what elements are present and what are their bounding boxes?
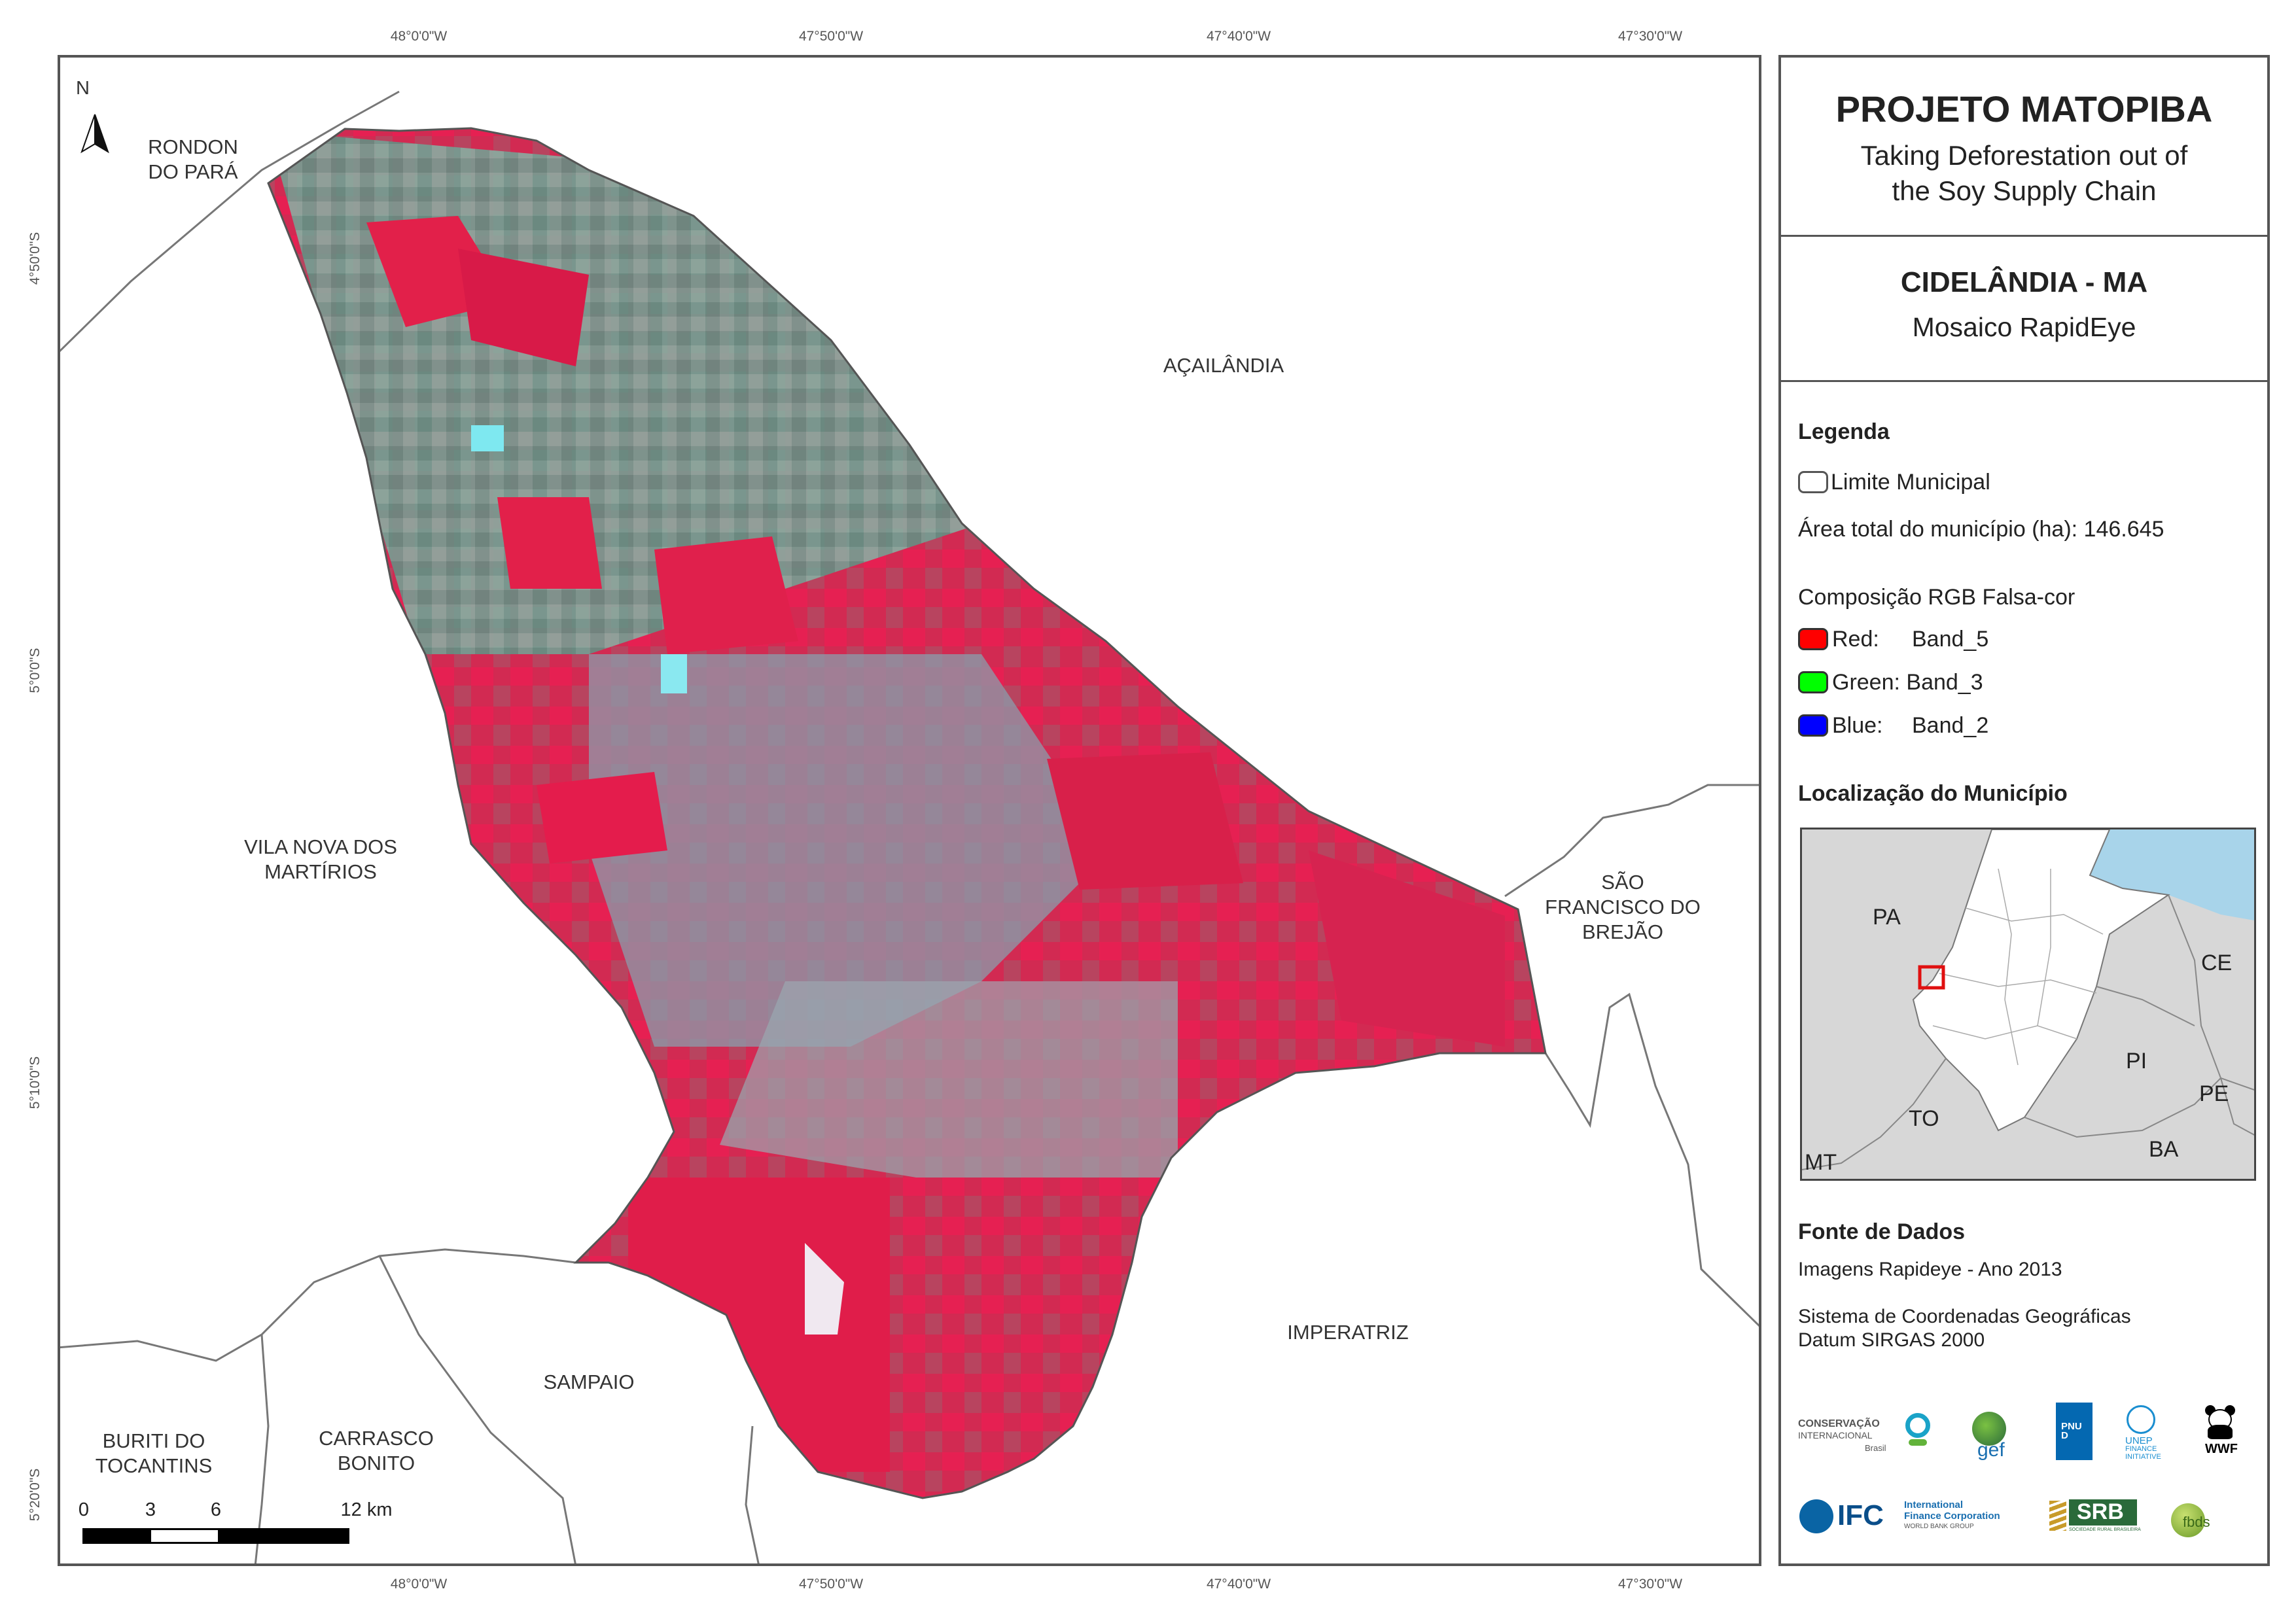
subtitle-line-1: Taking Deforestation out of xyxy=(1860,140,2188,171)
fbds-globe-icon xyxy=(2171,1503,2205,1537)
sources-heading: Fonte de Dados xyxy=(1798,1219,1966,1244)
scale-label-6: 6 xyxy=(210,1499,222,1520)
srb-wheat-icon xyxy=(2049,1501,2066,1531)
location-inset-map: PA CE PI PE TO BA MT xyxy=(1800,828,2256,1181)
pnud-block-icon xyxy=(2056,1403,2093,1460)
state-mt: MT xyxy=(1805,1150,1837,1175)
state-pa: PA xyxy=(1873,905,1901,930)
left-tick-4: 5°20'0"S xyxy=(27,1468,43,1522)
place-sao-francisco-do-brejao: SÃO FRANCISCO DO BREJÃO xyxy=(1545,871,1701,943)
place-vila-nova-dos-martirios: VILA NOVA DOS MARTÍRIOS xyxy=(244,835,397,883)
area-label: Área total do município (ha): 146.645 xyxy=(1798,517,2164,542)
source-system: Sistema de Coordenadas Geográficas xyxy=(1798,1306,2131,1327)
bottom-tick-1: 48°0'0"W xyxy=(390,1577,448,1592)
place-carrasco-bonito: CARRASCO BONITO xyxy=(319,1427,434,1475)
unep-line-3: INITIATIVE xyxy=(2125,1453,2161,1461)
legend-heading: Legenda xyxy=(1798,419,1890,444)
satellite-mosaic xyxy=(268,128,1545,1498)
limit-label: Limite Municipal xyxy=(1831,470,1990,495)
source-images: Imagens Rapideye - Ano 2013 xyxy=(1798,1259,2062,1280)
title-section: PROJETO MATOPIBA Taking Deforestation ou… xyxy=(1781,58,2267,237)
blue-label: Blue: xyxy=(1832,713,1883,738)
bottom-tick-4: 47°30'0"W xyxy=(1617,1577,1683,1592)
map-canvas xyxy=(60,90,1759,1563)
legend-panel: PROJETO MATOPIBA Taking Deforestation ou… xyxy=(1778,55,2270,1566)
bottom-tick-3: 47°40'0"W xyxy=(1206,1577,1271,1592)
ci-leaf-icon xyxy=(1909,1439,1927,1446)
north-arrow-icon xyxy=(80,114,109,154)
municipal-boundaries xyxy=(60,90,1759,1563)
green-swatch xyxy=(1798,671,1828,693)
ifc-line-3: WORLD BANK GROUP xyxy=(1904,1523,1974,1530)
ifc-line-1: International xyxy=(1904,1499,1964,1510)
red-swatch xyxy=(1798,628,1828,650)
state-ba: BA xyxy=(2149,1137,2179,1162)
red-label: Red: xyxy=(1832,627,1879,652)
place-acailandia: AÇAILÂNDIA xyxy=(1163,354,1284,377)
limit-swatch xyxy=(1798,471,1828,493)
pnud-text: PNUD xyxy=(2061,1421,2082,1441)
left-tick-2: 5°0'0"S xyxy=(27,648,43,693)
srb-block-icon xyxy=(2069,1499,2137,1526)
source-datum: Datum SIRGAS 2000 xyxy=(1798,1329,1985,1351)
srb-text: SRB xyxy=(2077,1499,2124,1524)
blue-band: Band_2 xyxy=(1912,713,1989,738)
gef-globe-icon xyxy=(1972,1412,2006,1446)
unep-line-2: FINANCE xyxy=(2125,1445,2157,1453)
scale-bar-graphic xyxy=(82,1528,349,1544)
ifc-globe-icon xyxy=(1799,1499,1833,1533)
place-imperatriz: IMPERATRIZ xyxy=(1287,1321,1409,1344)
ci-line-1: CONSERVAÇÃO xyxy=(1798,1418,1880,1429)
map-frame xyxy=(58,55,1761,1566)
blue-swatch xyxy=(1798,714,1828,737)
state-pe: PE xyxy=(2199,1081,2229,1106)
wwf-text: WWF xyxy=(2205,1442,2238,1456)
unep-line-1: UNEP xyxy=(2125,1435,2153,1446)
panda-icon xyxy=(2205,1405,2235,1439)
top-tick-2: 47°50'0"W xyxy=(798,29,864,44)
subtitle-line-2: the Soy Supply Chain xyxy=(1892,175,2157,206)
ci-icon xyxy=(1905,1413,1930,1438)
municipality-locator-icon xyxy=(1918,965,1945,990)
place-buriti-do-tocantins: BURITI DO TOCANTINS xyxy=(95,1429,213,1477)
bottom-tick-2: 47°50'0"W xyxy=(798,1577,864,1592)
scale-label-3: 3 xyxy=(145,1499,156,1520)
mosaic-name: Mosaico RapidEye xyxy=(1912,312,2136,342)
project-title: PROJETO MATOPIBA xyxy=(1835,88,2213,130)
top-tick-1: 48°0'0"W xyxy=(390,29,448,44)
place-rondon-do-para: RONDON DO PARÁ xyxy=(148,135,238,183)
ci-line-2: INTERNACIONAL xyxy=(1798,1430,1873,1440)
ifc-text: IFC xyxy=(1837,1499,1884,1531)
municipality-outline xyxy=(267,127,1547,1499)
municipality-section: CIDELÂNDIA - MA Mosaico RapidEye xyxy=(1781,237,2267,382)
municipality-name: CIDELÂNDIA - MA xyxy=(1900,266,2148,298)
north-label: N xyxy=(76,78,90,99)
left-tick-1: 4°50'0"S xyxy=(27,232,43,285)
state-ce: CE xyxy=(2201,951,2233,975)
location-heading: Localização do Município xyxy=(1798,781,2068,806)
fbds-text: fbds xyxy=(2183,1514,2210,1530)
inset-canvas xyxy=(1802,829,2254,1179)
ci-line-3: Brasil xyxy=(1865,1443,1886,1453)
scale-label-0: 0 xyxy=(78,1499,90,1520)
green-label: Green: Band_3 xyxy=(1832,670,1983,695)
unep-globe-icon xyxy=(2127,1405,2155,1434)
place-sampaio: SAMPAIO xyxy=(543,1370,635,1393)
state-pi: PI xyxy=(2126,1049,2147,1073)
gef-text: gef xyxy=(1977,1439,2005,1461)
red-band: Band_5 xyxy=(1912,627,1989,652)
top-tick-3: 47°40'0"W xyxy=(1206,29,1271,44)
srb-subtitle: SOCIEDADE RURAL BRASILEIRA xyxy=(2069,1527,2141,1532)
left-tick-3: 5°10'0"S xyxy=(27,1056,43,1109)
state-to: TO xyxy=(1909,1106,1939,1131)
ifc-line-2: Finance Corporation xyxy=(1904,1510,2000,1522)
composition-label: Composição RGB Falsa-cor xyxy=(1798,585,2075,610)
scale-label-12: 12 km xyxy=(340,1499,393,1520)
top-tick-4: 47°30'0"W xyxy=(1617,29,1683,44)
